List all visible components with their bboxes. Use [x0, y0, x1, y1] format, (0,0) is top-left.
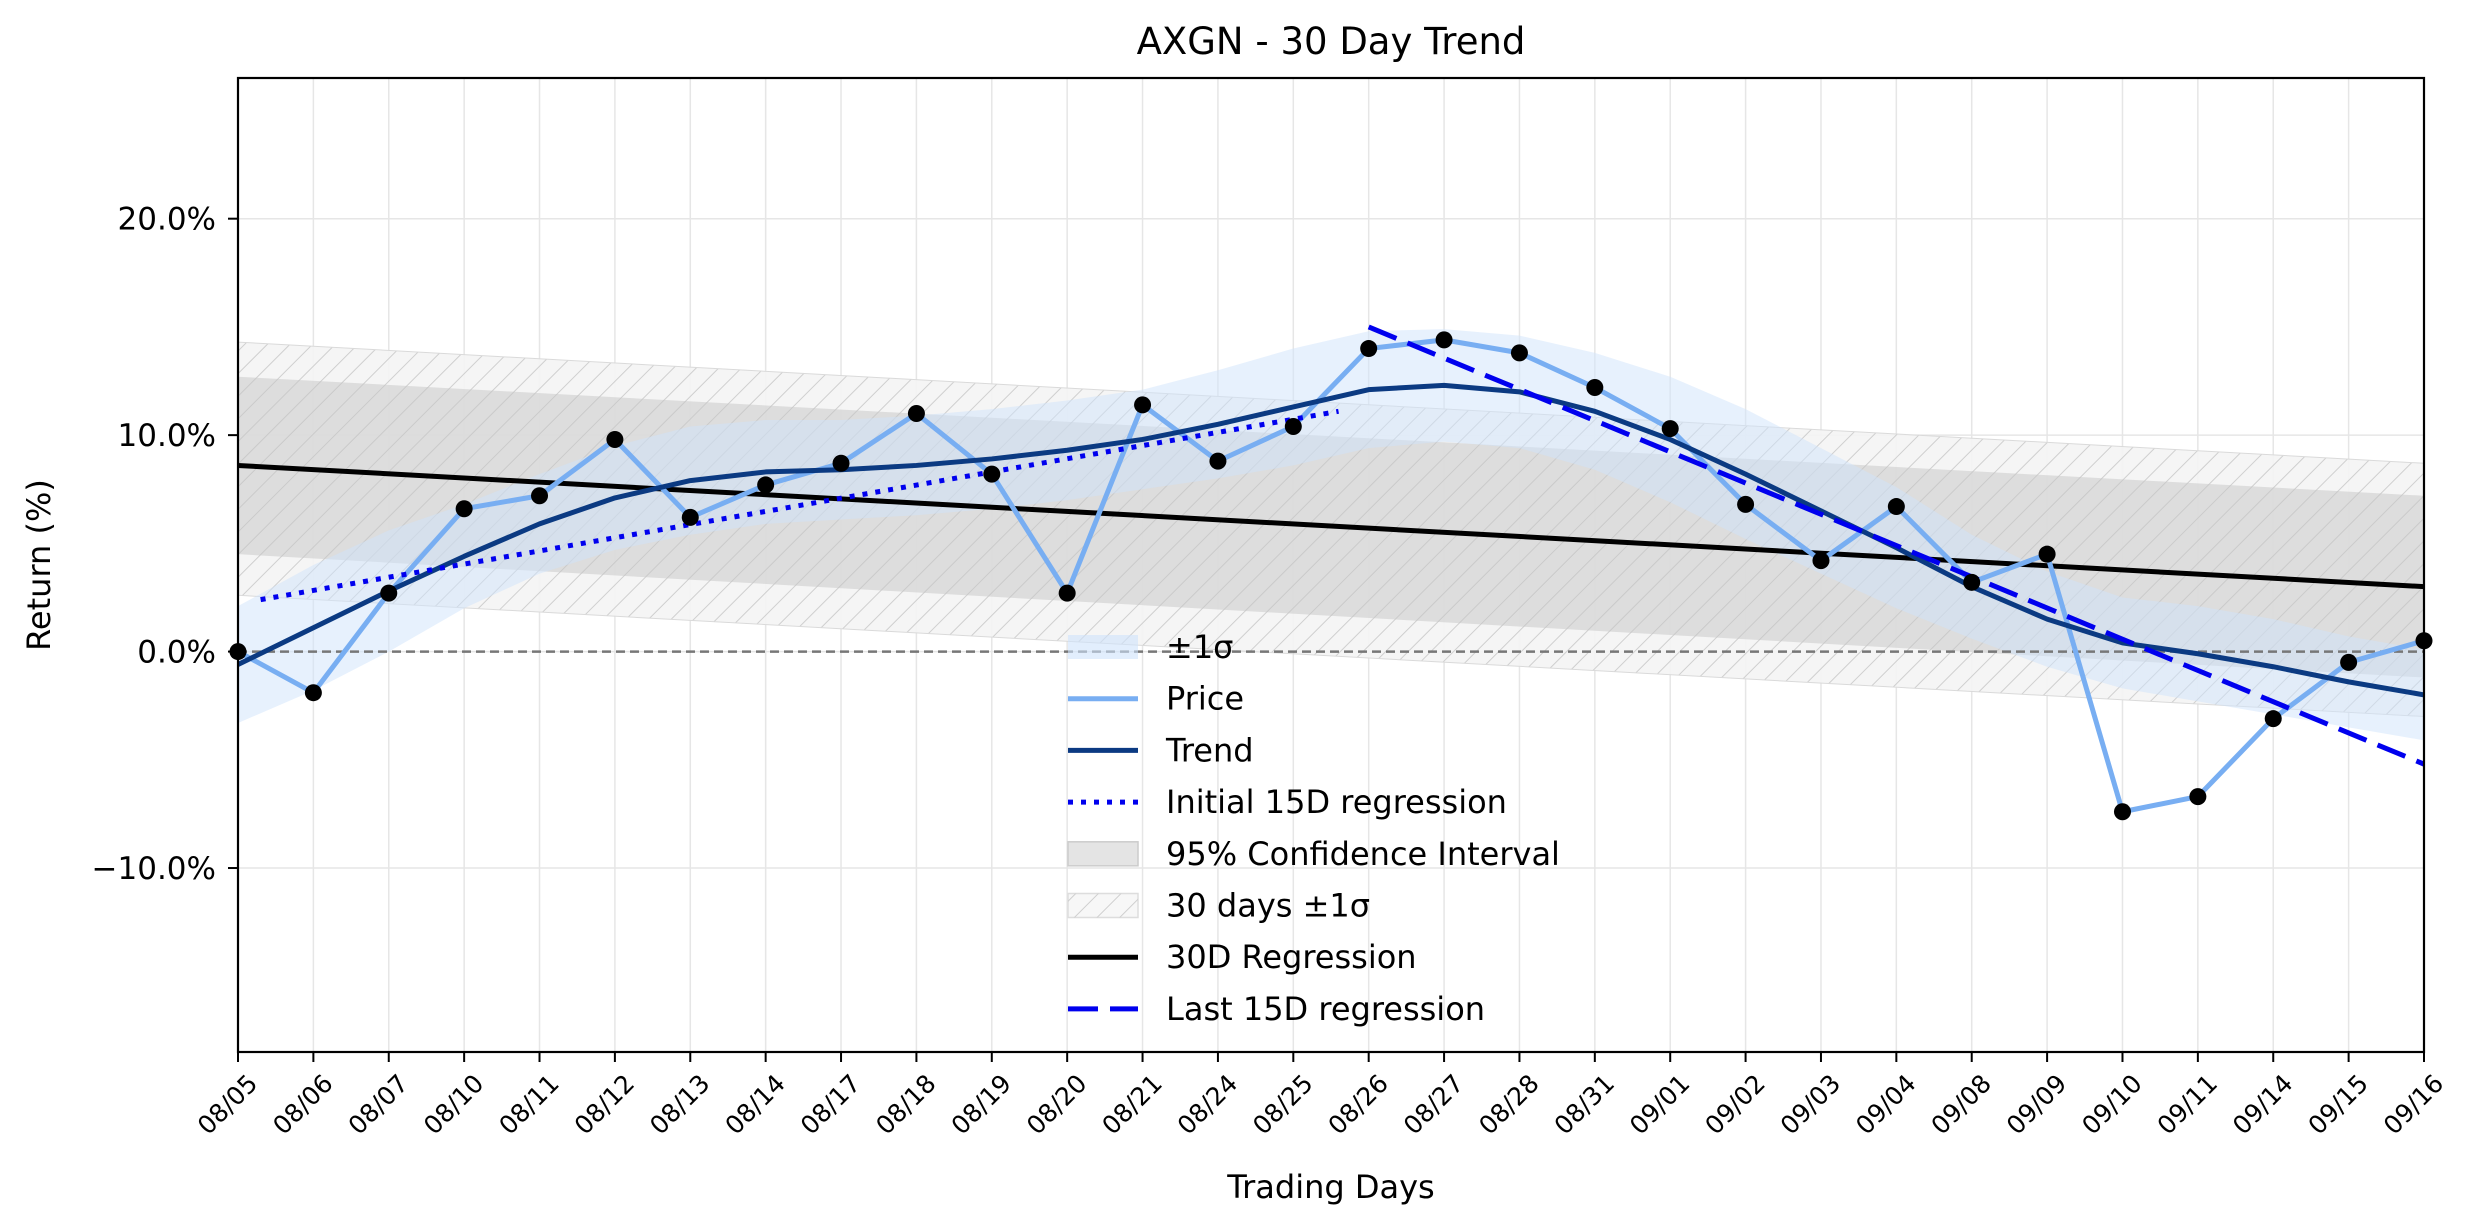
price-point	[1360, 340, 1378, 358]
trend-line	[238, 382, 2424, 698]
legend-label: 30 days ±1σ	[1166, 887, 1370, 925]
price-point	[1737, 495, 1755, 513]
chart-title: AXGN - 30 Day Trend	[1137, 20, 1526, 63]
price-point	[983, 465, 1001, 483]
price-point	[1284, 417, 1302, 435]
price-point	[1812, 552, 1830, 570]
price-points	[229, 331, 2433, 821]
price-point	[1963, 573, 1981, 591]
price-point	[380, 584, 398, 602]
price-point	[907, 404, 925, 422]
price-point	[832, 454, 850, 472]
price-point	[2113, 803, 2131, 821]
regression-30d-line	[238, 462, 2424, 590]
price-point	[2038, 545, 2056, 563]
price-point	[455, 500, 473, 518]
price-point	[304, 684, 322, 702]
price-point	[1435, 331, 1453, 349]
price-point	[1209, 452, 1227, 470]
price-point	[681, 508, 699, 526]
price-point	[1887, 498, 1905, 516]
price-point	[757, 476, 775, 494]
last-15d-regression-line	[1367, 324, 2424, 767]
price-line	[238, 337, 2424, 815]
legend-label: ±1σ	[1166, 628, 1233, 666]
plot-frame	[236, 76, 2426, 1054]
legend-label: Trend	[1165, 731, 1254, 769]
legend-swatch	[1067, 841, 1139, 867]
y-tick-label: −10.0%	[92, 851, 216, 887]
y-axis-label: Return (%)	[20, 479, 58, 651]
price-point	[1586, 379, 1604, 397]
initial-15d-regression-line	[260, 408, 1339, 603]
price-point	[606, 430, 624, 448]
series-lines	[238, 324, 2424, 815]
legend-swatch-hatch	[1068, 893, 1138, 918]
legend-label: Last 15D regression	[1166, 990, 1485, 1028]
y-tick-label: 10.0%	[118, 418, 216, 454]
x-axis-label: Trading Days	[1226, 1168, 1434, 1206]
legend-label: 95% Confidence Interval	[1166, 835, 1560, 873]
y-tick-label: 20.0%	[118, 202, 216, 238]
price-point	[1058, 584, 1076, 602]
price-point	[1134, 396, 1152, 414]
y-ticks: −10.0% 0.0% 10.0% 20.0%	[92, 202, 238, 887]
y-tick-label: 0.0%	[137, 635, 216, 671]
price-point	[2189, 788, 2207, 806]
legend-label: Price	[1166, 680, 1244, 718]
sigma-band	[238, 329, 2424, 741]
price-point	[2340, 653, 2358, 671]
axes	[236, 76, 2426, 1054]
legend-swatch	[1068, 635, 1138, 659]
legend-label: Initial 15D regression	[1166, 783, 1507, 821]
price-point	[2264, 710, 2282, 728]
legend: ±1σ Price Trend Initial 15D regression 95% C…	[1067, 628, 1560, 1028]
legend-label: 30D Regression	[1166, 938, 1417, 976]
price-point	[1510, 344, 1528, 362]
price-point	[1661, 420, 1679, 438]
price-point	[531, 487, 549, 505]
